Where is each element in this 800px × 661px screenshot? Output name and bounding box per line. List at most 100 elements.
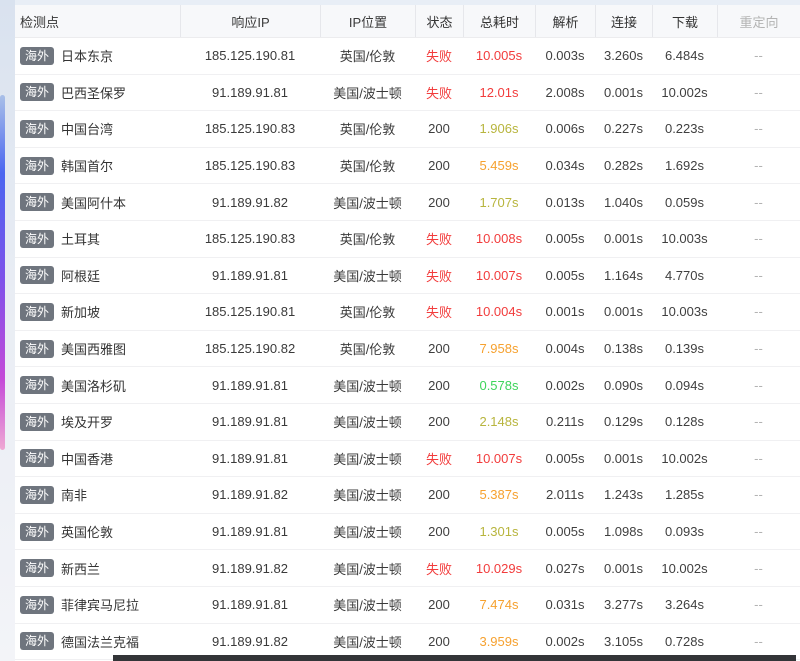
table-row[interactable]: 海外 巴西圣保罗 91.189.91.81 美国/波士顿 失败 12.01s 2.008s 0… [15, 74, 800, 112]
table-row[interactable]: 海外 日本东京 185.125.190.81 英国/伦敦 失败 10.005s 0.003s… [15, 38, 800, 75]
total-cell: 10.007s [475, 267, 523, 283]
table-row[interactable]: 海外 中国香港 91.189.91.81 美国/波士顿 失败 10.007s 0.005s 0… [15, 440, 800, 478]
connect-cell: 3.260s [603, 48, 644, 64]
dns-cell: 0.013s [545, 194, 585, 210]
download-cell: 0.094s [664, 377, 705, 393]
dns-cell: 0.005s [545, 524, 585, 540]
node-cell: 海外 日本东京 [15, 38, 180, 74]
table-row[interactable]: 海外 韩国首尔 185.125.190.83 英国/伦敦 200 5.459s 0.034s… [15, 147, 800, 185]
dns-cell: 2.011s [545, 487, 585, 503]
location-cell: 美国/波士顿 [333, 451, 402, 467]
redirect-cell: -- [754, 560, 763, 576]
status-cell: 200 [428, 414, 450, 430]
table-row[interactable]: 海外 新西兰 91.189.91.82 美国/波士顿 失败 10.029s 0.027s 0.… [15, 550, 800, 587]
column-header-connect: 连接 [595, 5, 652, 37]
status-cell: 200 [428, 341, 450, 357]
redirect-cell: -- [754, 450, 763, 466]
connect-cell: 0.001s [603, 231, 644, 247]
connect-cell: 1.098s [603, 524, 644, 540]
overseas-badge: 海外 [20, 339, 55, 358]
redirect-cell: -- [754, 194, 763, 210]
dns-cell: 2.008s [545, 84, 585, 100]
download-cell: 1.692s [664, 158, 705, 174]
node-name: 巴西圣保罗 [61, 85, 127, 101]
column-header-dns: 解析 [535, 5, 595, 37]
total-cell: 10.005s [475, 48, 523, 64]
status-cell: 200 [428, 487, 450, 503]
status-cell: 200 [428, 121, 450, 137]
connect-cell: 0.001s [603, 560, 644, 576]
table-row[interactable]: 海外 德国法兰克福 91.189.91.82 美国/波士顿 200 3.959s 0.002… [15, 623, 800, 661]
node-name: 埃及开罗 [61, 415, 114, 431]
ip-cell: 91.189.91.81 [212, 377, 288, 393]
table-row[interactable]: 海外 土耳其 185.125.190.83 英国/伦敦 失败 10.008s 0.005s 0… [15, 220, 800, 258]
download-cell: 10.003s [661, 231, 708, 247]
status-cell: 200 [428, 633, 450, 649]
status-cell: 失败 [425, 451, 452, 467]
status-cell: 失败 [425, 268, 452, 284]
table-row[interactable]: 海外 英国伦敦 91.189.91.81 美国/波士顿 200 1.301s 0.005s 1… [15, 513, 800, 551]
status-cell: 200 [428, 158, 450, 174]
connect-cell: 0.090s [603, 377, 644, 393]
node-cell: 海外 德国法兰克福 [15, 624, 180, 660]
status-cell: 失败 [425, 232, 452, 248]
column-header-location: IP位置 [320, 5, 415, 37]
download-cell: 10.002s [661, 450, 708, 466]
total-cell: 1.906s [479, 121, 519, 137]
table-row[interactable]: 海外 南非 91.189.91.82 美国/波士顿 200 5.387s 2.011s 1.2… [15, 477, 800, 514]
total-cell: 0.578s [479, 377, 519, 393]
overseas-badge: 海外 [20, 46, 55, 65]
connect-cell: 0.282s [603, 158, 644, 174]
table-row[interactable]: 海外 菲律宾马尼拉 91.189.91.81 美国/波士顿 200 7.474s 0.031… [15, 586, 800, 624]
status-cell: 200 [428, 194, 450, 210]
location-cell: 美国/波士顿 [333, 415, 402, 431]
node-name: 土耳其 [61, 232, 101, 248]
table-row[interactable]: 海外 美国阿什本 91.189.91.82 美国/波士顿 200 1.707s 0.013s… [15, 184, 800, 221]
redirect-cell: -- [754, 121, 763, 137]
table-row[interactable]: 海外 新加坡 185.125.190.81 英国/伦敦 失败 10.004s 0.001s 0… [15, 294, 800, 331]
column-header-ip: 响应IP [180, 5, 320, 37]
table-row[interactable]: 海外 阿根廷 91.189.91.81 美国/波士顿 失败 10.007s 0.005s 1.… [15, 257, 800, 295]
dns-cell: 0.005s [545, 450, 585, 466]
total-cell: 7.958s [479, 341, 519, 357]
connect-cell: 1.040s [603, 194, 644, 210]
dns-cell: 0.001s [545, 304, 585, 320]
dns-cell: 0.211s [545, 414, 585, 430]
column-header-status: 状态 [415, 5, 463, 37]
node-cell: 海外 韩国首尔 [15, 148, 180, 184]
dns-cell: 0.002s [545, 633, 585, 649]
connect-cell: 0.129s [603, 414, 644, 430]
download-cell: 0.139s [664, 341, 705, 357]
table-row[interactable]: 海外 埃及开罗 91.189.91.81 美国/波士顿 200 2.148s 0.211s 0… [15, 403, 800, 441]
table-row[interactable]: 海外 美国洛杉矶 91.189.91.81 美国/波士顿 200 0.578s 0.002s… [15, 367, 800, 404]
node-cell: 海外 菲律宾马尼拉 [15, 587, 180, 623]
node-cell: 海外 英国伦敦 [15, 514, 180, 550]
ip-cell: 185.125.190.83 [204, 158, 296, 174]
redirect-cell: -- [754, 524, 763, 540]
table-row[interactable]: 海外 美国西雅图 185.125.190.82 英国/伦敦 200 7.958s 0.004… [15, 330, 800, 368]
node-cell: 海外 美国洛杉矶 [15, 367, 180, 403]
node-name: 菲律宾马尼拉 [61, 598, 140, 614]
node-name: 日本东京 [61, 49, 114, 65]
redirect-cell: -- [754, 414, 763, 430]
page-top-strip [0, 0, 800, 5]
status-cell: 失败 [425, 305, 452, 321]
detection-results-table: 检测点 响应IP IP位置 状态 总耗时 解析 连接 下载 重定向 海外 日本东京 185.125.… [15, 5, 800, 661]
connect-cell: 3.277s [603, 597, 644, 613]
download-cell: 10.002s [661, 84, 708, 100]
node-cell: 海外 阿根廷 [15, 258, 180, 294]
table-row[interactable]: 海外 中国台湾 185.125.190.83 英国/伦敦 200 1.906s 0.006s… [15, 111, 800, 148]
download-cell: 0.728s [664, 633, 705, 649]
node-cell: 海外 土耳其 [15, 221, 180, 257]
status-cell: 失败 [425, 85, 452, 101]
node-name: 中国台湾 [61, 122, 114, 138]
download-cell: 3.264s [664, 597, 705, 613]
ip-cell: 91.189.91.82 [212, 560, 288, 576]
location-cell: 美国/波士顿 [333, 525, 402, 541]
location-cell: 美国/波士顿 [333, 85, 402, 101]
redirect-cell: -- [754, 633, 763, 649]
redirect-cell: -- [754, 84, 763, 100]
dns-cell: 0.027s [545, 560, 585, 576]
node-name: 中国香港 [61, 451, 114, 467]
total-cell: 10.007s [475, 450, 523, 466]
